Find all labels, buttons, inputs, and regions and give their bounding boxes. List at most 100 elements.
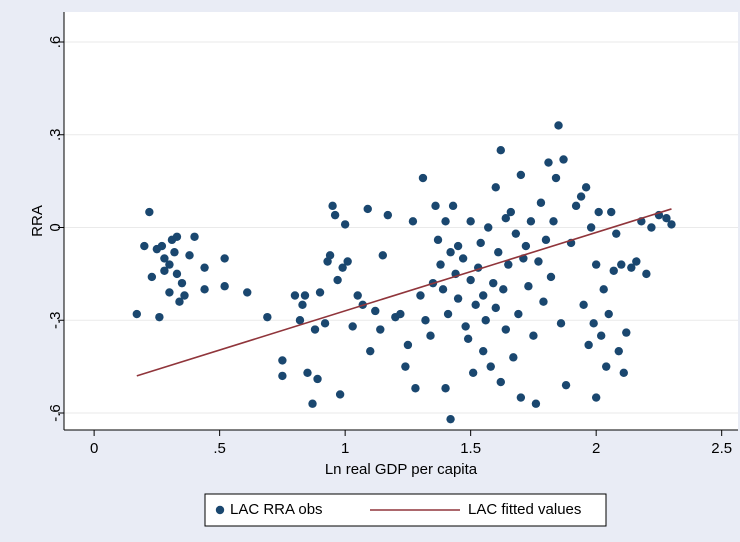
scatter-point [501,325,511,334]
x-tick-label: 2.5 [711,440,732,457]
scatter-point [591,393,601,402]
scatter-point [160,254,169,263]
scatter-point [421,316,430,325]
y-axis-title: RRA [29,205,46,237]
scatter-point [378,251,388,260]
scatter-point [416,291,425,300]
scatter-point [586,223,596,232]
scatter-point [529,331,538,340]
scatter-point [604,309,613,319]
scatter-point [438,285,448,294]
scatter-point [328,201,337,211]
scatter-point [576,192,586,201]
scatter-point [494,248,503,257]
scatter-point [325,251,335,260]
scatter-point [200,285,209,294]
x-tick-label: .5 [213,440,226,457]
scatter-point [371,306,380,316]
x-tick-label: 0 [90,440,98,457]
scatter-point [516,170,526,180]
scatter-point [554,121,563,130]
scatter-point [315,288,325,297]
scatter-point [330,210,340,220]
scatter-point [338,263,347,272]
scatter-point [366,346,375,356]
scatter-point [479,346,488,356]
scatter-point [165,288,174,297]
scatter-point [458,254,468,263]
scatter-point [471,300,480,309]
y-tick-label: -.6 [47,404,64,422]
scatter-point [333,275,342,285]
scatter-point [441,384,450,393]
scatter-point [599,285,608,294]
scatter-point [443,309,453,319]
scatter-point [140,241,149,251]
scatter-point [466,275,475,285]
y-tick-label: -.3 [47,311,64,329]
scatter-point [571,201,581,211]
scatter-point [584,340,593,350]
scatter-point [551,173,561,183]
scatter-point [607,207,616,217]
legend-label: LAC fitted values [468,501,581,518]
scatter-point [609,266,618,275]
scatter-point [589,319,598,328]
scatter-point [534,257,543,266]
scatter-point [594,207,603,217]
scatter-point [436,260,445,269]
y-tick-label: 0 [47,223,64,231]
scatter-point [348,322,357,331]
scatter-point [622,328,631,337]
scatter-point [489,278,498,288]
scatter-point [343,257,352,266]
scatter-point [642,269,651,279]
x-tick-label: 1.5 [460,440,481,457]
legend-marker [215,505,225,515]
scatter-point [596,331,606,340]
scatter-point [431,201,440,211]
scatter-point [383,210,393,220]
scatter-point [448,201,458,211]
scatter-point [298,300,307,309]
scatter-point [132,309,141,319]
scatter-point [155,312,164,322]
scatter-point [602,362,611,371]
scatter-point [479,291,488,300]
scatter-point [486,362,495,371]
fitted-line [136,208,672,377]
scatter-point [243,288,252,297]
scatter-point [363,204,372,214]
scatter-point [556,319,566,328]
scatter-point [614,346,623,356]
y-tick-label: .3 [47,128,64,141]
scatter-point [418,173,428,183]
x-tick-label: 1 [341,440,349,457]
scatter-point [453,294,463,303]
legend-label: LAC RRA obs [230,501,323,518]
scatter-point [165,260,174,269]
scatter-point [662,214,671,223]
scatter-point [501,214,511,223]
scatter-point [546,272,556,282]
scatter-point [484,223,493,232]
scatter-point [310,325,320,334]
scatter-point [340,220,350,229]
scatter-point [544,158,553,167]
scatter-point [263,312,272,322]
scatter-point [627,263,636,272]
scatter-point [160,266,169,275]
scatter-point [549,217,558,226]
scatter-point [433,235,443,245]
scatter-point [481,316,490,325]
scatter-point [175,297,184,306]
scatter-point [200,263,209,272]
scatter-point [157,241,167,251]
scatter-point [514,309,523,319]
scatter-point [591,260,601,269]
scatter-point [401,362,410,371]
scatter-point [579,300,588,309]
scatter-point [559,155,568,164]
